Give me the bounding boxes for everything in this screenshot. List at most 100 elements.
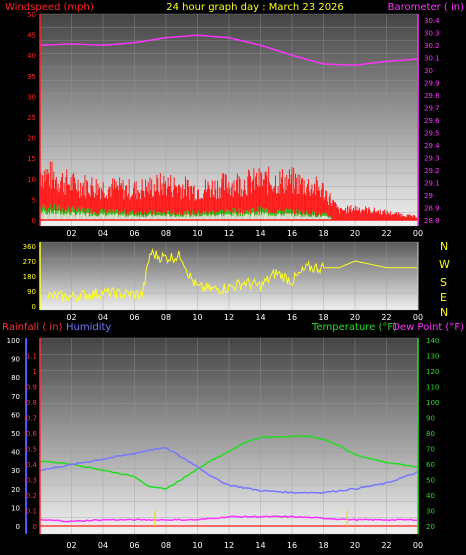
barometer-tick-label: 29.9 — [424, 80, 440, 88]
x-tick-label: 20 — [350, 313, 360, 322]
humidity-tick-label: 90 — [11, 356, 20, 364]
temp-tick-label: 30 — [426, 508, 435, 516]
barometer-tick-label: 29.1 — [424, 180, 440, 188]
rain-tick-label: 0.6 — [26, 430, 38, 438]
x-tick-label: 06 — [129, 229, 139, 238]
barometer-tick-label: 30.3 — [424, 30, 440, 38]
humidity-tick-label: 20 — [11, 486, 20, 494]
wind-tick-label: 45 — [27, 32, 36, 40]
x-tick-label: 14 — [255, 541, 265, 550]
rain-tick-label: 0.4 — [26, 461, 38, 469]
rain-tick-label: 0.7 — [26, 415, 37, 423]
x-tick-label: 22 — [381, 541, 391, 550]
x-tick-label: 20 — [350, 229, 360, 238]
rain-tick-label: 1 — [33, 368, 37, 376]
temp-tick-label: 120 — [426, 368, 439, 376]
humidity-tick-label: 80 — [11, 374, 20, 382]
x-tick-label: 06 — [129, 541, 139, 550]
x-tick-label: 14 — [255, 313, 265, 322]
x-tick-label: 02 — [66, 229, 76, 238]
x-tick-label: 00 — [413, 313, 423, 322]
barometer-tick-label: 28.9 — [424, 205, 440, 213]
x-tick-label: 10 — [192, 229, 202, 238]
humidity-line — [39, 446, 419, 495]
barometer-tick-label: 29.8 — [424, 92, 440, 100]
temperature-line — [39, 434, 419, 491]
humidity-tick-label: 10 — [11, 504, 20, 512]
x-tick-label: 08 — [161, 313, 171, 322]
rain-axis-title: Rainfall ( in) — [2, 322, 63, 333]
x-tick-label: 04 — [98, 541, 108, 550]
x-tick-label: 04 — [98, 229, 108, 238]
x-tick-label: 12 — [224, 541, 234, 550]
rain-tick-label: 0.5 — [26, 446, 37, 454]
x-tick-label: 02 — [66, 541, 76, 550]
wind-tick-label: 20 — [27, 135, 36, 143]
wind-tick-label: 50 — [27, 11, 36, 19]
x-tick-label: 10 — [192, 541, 202, 550]
humidity-axis-title: Humidity — [66, 322, 111, 333]
x-tick-label: 18 — [318, 541, 328, 550]
direction-line — [47, 247, 418, 303]
temp-tick-label: 110 — [426, 384, 439, 392]
temp-tick-label: 50 — [426, 477, 435, 485]
direction-tick-label: 270 — [23, 258, 36, 266]
direction-tick-label: 180 — [23, 273, 36, 281]
rain-tick-label: 0 — [33, 523, 37, 531]
wind-series — [40, 161, 419, 221]
barometer-tick-label: 30.2 — [424, 42, 440, 50]
rain-tick-label: 1.1 — [26, 353, 37, 361]
direction-tick-label: 360 — [23, 243, 36, 251]
barometer-series — [39, 34, 419, 66]
wind-tick-label: 40 — [27, 52, 36, 60]
wind-tick-label: 0 — [32, 217, 36, 225]
barometer-tick-label: 29.6 — [424, 117, 440, 125]
direction-panel-grid — [40, 241, 419, 311]
x-tick-label: 22 — [381, 313, 391, 322]
temp-tick-label: 60 — [426, 461, 435, 469]
compass-label: N — [440, 240, 448, 253]
x-tick-label: 04 — [98, 313, 108, 322]
wind-axis-title: Windspeed (mph) — [5, 2, 94, 13]
rain-tick-label: 0.1 — [26, 508, 37, 516]
x-tick-label: 16 — [287, 229, 297, 238]
humidity-tick-label: 50 — [11, 430, 20, 438]
humidity-tick-label: 0 — [16, 523, 20, 531]
x-tick-label: 12 — [224, 229, 234, 238]
barometer-axis-title: Barometer ( in) — [388, 2, 464, 13]
rain-tick-label: 0.9 — [26, 384, 37, 392]
wind-tick-label: 25 — [27, 114, 36, 122]
barometer-tick-label: 30 — [424, 67, 433, 75]
wind-tick-label: 30 — [27, 93, 36, 101]
barometer-tick-label: 29.4 — [424, 142, 440, 150]
rain-tick-label: 0.2 — [26, 492, 37, 500]
barometer-tick-label: 28.8 — [424, 217, 440, 225]
temp-tick-label: 140 — [426, 337, 439, 345]
x-tick-label: 16 — [287, 541, 297, 550]
temp-tick-label: 130 — [426, 353, 439, 361]
chart-title: 24 hour graph day : March 23 2026 — [166, 2, 344, 13]
temp-axis-title: Temperature (°F) — [311, 322, 397, 333]
direction-tick-label: 90 — [27, 288, 36, 296]
compass-label: S — [440, 276, 447, 289]
x-tick-label: 00 — [413, 229, 423, 238]
x-tick-label: 22 — [381, 229, 391, 238]
x-tick-label: 10 — [192, 313, 202, 322]
compass-label: W — [439, 258, 450, 271]
barometer-tick-label: 30.1 — [424, 55, 440, 63]
x-tick-label: 14 — [255, 229, 265, 238]
barometer-tick-label: 29.2 — [424, 167, 440, 175]
x-tick-label: 12 — [224, 313, 234, 322]
dewpoint-line — [39, 515, 419, 523]
direction-series — [47, 247, 418, 303]
x-tick-label: 00 — [413, 541, 423, 550]
humidity-tick-label: 100 — [7, 337, 20, 345]
compass-label: N — [440, 306, 448, 319]
x-tick-label: 16 — [287, 313, 297, 322]
barometer-tick-label: 29.5 — [424, 130, 440, 138]
temp-tick-label: 40 — [426, 492, 435, 500]
barometer-tick-label: 29.3 — [424, 155, 440, 163]
x-tick-label: 18 — [318, 229, 328, 238]
temperature-series — [39, 434, 419, 527]
